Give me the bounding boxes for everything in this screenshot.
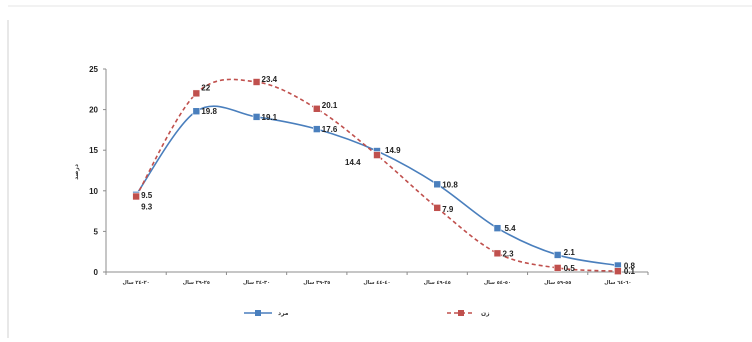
series-0-point	[192, 107, 201, 116]
x-tick-labels: ٢٠-٢٤ سال ٢٥-٢٩ سال ٣٠-٣٤ سال ٣٥-٣٩ سال ٤٠-٤…	[123, 280, 632, 286]
y-tick-label: 15	[89, 146, 98, 155]
x-tick-label: ٢٠-٢٤ سال	[123, 280, 150, 286]
series-0-point	[493, 224, 502, 232]
data-label-series-1: 2.3	[502, 249, 514, 258]
series-1-point	[132, 192, 140, 201]
x-tick-label: ٥٥-٥٩ سال	[544, 280, 571, 286]
data-label-series-1: 0.1	[624, 267, 636, 276]
data-label-series-1: 23.4	[262, 75, 278, 84]
series-1-point	[433, 204, 442, 212]
series-line-1	[135, 78, 618, 272]
x-tick-label: ٥٠-٥٤ سال	[484, 280, 511, 286]
series-0-point	[312, 125, 321, 133]
data-label-series-1: 20.1	[322, 101, 338, 110]
x-tick-label: ٣٥-٣٩ سال	[303, 280, 330, 286]
y-tick-labels: 0 5 10 15 20 25	[89, 65, 98, 277]
data-label-series-0: 14.9	[385, 146, 401, 155]
series-1-point	[614, 267, 622, 275]
y-axis-label: درصد	[73, 164, 80, 180]
legend-label-1: زن	[481, 310, 490, 317]
data-label-series-1: 7.9	[442, 205, 454, 214]
series-1-point	[553, 264, 562, 272]
series-1-point	[493, 249, 502, 258]
data-label-series-0: 9.5	[141, 191, 153, 200]
series-1-point	[252, 78, 261, 86]
data-label-series-0: 10.8	[442, 180, 458, 189]
series-1-point	[192, 89, 201, 98]
y-tick-label: 25	[89, 65, 98, 74]
series-1-point	[312, 104, 321, 113]
data-label-series-0: 19.1	[262, 113, 278, 122]
y-tick-label: 10	[89, 187, 98, 196]
data-label-series-0: 5.4	[504, 224, 516, 233]
data-label-series-1: 22	[201, 83, 210, 92]
legend: مرد زن	[244, 310, 490, 317]
data-label-series-0: 17.6	[322, 125, 338, 134]
legend-marker-1	[458, 310, 464, 316]
data-labels: 9.5 19.8 19.1 17.6 14.9 10.8 5.4 2.1 0.8 9.3 22 23.…	[141, 75, 635, 276]
y-tick-label: 0	[94, 268, 99, 277]
legend-marker-0	[255, 310, 261, 316]
series-1-point	[373, 151, 381, 159]
data-label-series-0: 0.8	[624, 262, 636, 271]
series-0-point	[252, 113, 261, 121]
data-label-series-0: 2.1	[564, 248, 576, 257]
data-label-series-1: 0.5	[564, 264, 576, 273]
series-group	[132, 78, 622, 275]
axes	[103, 68, 649, 275]
legend-label-0: مرد	[278, 310, 289, 317]
series-0-point	[553, 251, 562, 259]
x-tick-label: ٤٥-٤٩ سال	[424, 280, 451, 286]
y-tick-label: 5	[94, 227, 99, 236]
data-label-series-1: 9.3	[141, 202, 153, 211]
x-tick-label: ٦٠-٦٤ سال	[604, 280, 631, 286]
data-label-series-0: 19.8	[201, 107, 217, 116]
x-tick-label: ٣٠-٣٤ سال	[243, 280, 270, 286]
data-label-series-1: 14.4	[345, 158, 361, 167]
series-line-0	[135, 105, 619, 267]
x-tick-label: ٢٥-٢٩ سال	[183, 280, 210, 286]
x-tick-label: ٤٠-٤٤ سال	[363, 280, 390, 286]
y-tick-label: 20	[89, 106, 98, 115]
series-0-point	[433, 180, 442, 189]
